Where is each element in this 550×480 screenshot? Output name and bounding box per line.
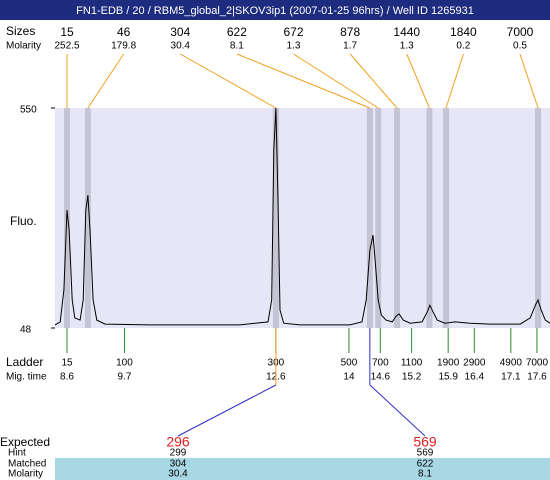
ladder-size: 1100 <box>401 358 423 369</box>
ladder-time: 14 <box>343 372 355 383</box>
peak-size: 1840 <box>450 25 477 39</box>
peak-molarity: 252.5 <box>54 41 79 52</box>
sizes-label: Sizes <box>6 24 35 38</box>
ladder-time: 9.7 <box>117 372 131 383</box>
peak-molarity: 0.5 <box>513 41 527 52</box>
peak-molarity: 8.1 <box>230 41 244 52</box>
peak-molarity: 1.7 <box>343 41 357 52</box>
y-tick-label: 550 <box>20 105 37 116</box>
hint-value: 299 <box>170 448 187 459</box>
expected-label: Expected <box>0 435 50 449</box>
ladder-size: 2900 <box>463 358 486 369</box>
peak-connector <box>236 53 371 109</box>
ladder-size: 1900 <box>437 358 460 369</box>
ladder-time: 15.9 <box>438 372 458 383</box>
hint-value: 569 <box>417 448 434 459</box>
ladder-time: 14.6 <box>371 372 391 383</box>
peak-band <box>394 108 401 328</box>
peak-connector <box>87 53 125 109</box>
peak-band <box>426 108 433 328</box>
peak-molarity: 0.2 <box>456 41 470 52</box>
peak-size: 7000 <box>507 25 534 39</box>
y-axis-label: Fluo. <box>10 214 37 228</box>
ladder-size: 15 <box>61 358 73 369</box>
peak-size: 304 <box>170 25 190 39</box>
matched-label: Matched <box>8 459 46 470</box>
matched-value: 622 <box>417 459 434 470</box>
peak-molarity: 179.8 <box>111 41 136 52</box>
ladder-time: 17.6 <box>527 372 547 383</box>
ladder-size: 100 <box>116 358 133 369</box>
title-bar <box>0 0 550 20</box>
trace <box>54 107 550 326</box>
expected-value: 296 <box>166 434 190 450</box>
ladder-size: 4900 <box>500 358 523 369</box>
peak-size: 672 <box>283 25 303 39</box>
peak-connector <box>349 53 398 109</box>
peak-connector <box>406 53 430 109</box>
peak-connector <box>519 53 539 109</box>
peak-band <box>443 108 450 328</box>
peak-connector <box>445 53 464 109</box>
peak-size: 1440 <box>393 25 420 39</box>
molarity-value: 8.1 <box>418 469 432 480</box>
peak-band <box>366 108 373 328</box>
peak-connector <box>293 53 379 109</box>
peak-band <box>84 108 91 328</box>
ladder-time: 16.4 <box>465 372 485 383</box>
peak-band <box>534 108 541 328</box>
matched-band <box>55 458 550 480</box>
peak-band <box>272 108 279 328</box>
peak-molarity: 1.3 <box>287 41 301 52</box>
peak-band <box>375 108 382 328</box>
ladder-time: 17.1 <box>501 372 521 383</box>
molarity-value: 30.4 <box>168 469 188 480</box>
chart-title: FN1-EDB / 20 / RBM5_global_2|SKOV3ip1 (2… <box>76 5 474 17</box>
match-connector <box>177 384 277 437</box>
ladder-time: 8.6 <box>60 372 74 383</box>
peak-molarity: 30.4 <box>171 41 191 52</box>
plot-area <box>55 108 550 328</box>
mig-time-label: Mig. time <box>6 372 47 383</box>
hint-label: Hint <box>8 448 26 459</box>
ladder-time: 15.2 <box>402 372 422 383</box>
expected-value: 569 <box>413 434 437 450</box>
matched-value: 304 <box>170 459 187 470</box>
peak-size: 622 <box>227 25 247 39</box>
molarity-row-label: Molarity <box>8 469 43 480</box>
peak-size: 15 <box>60 25 74 39</box>
ladder-size: 700 <box>372 358 389 369</box>
ladder-size: 7000 <box>526 358 549 369</box>
peak-molarity: 1.3 <box>400 41 414 52</box>
peak-size: 878 <box>340 25 360 39</box>
ladder-size: 500 <box>341 358 358 369</box>
peak-size: 46 <box>117 25 131 39</box>
y-tick-label: 48 <box>20 325 32 336</box>
match-connector <box>369 384 426 437</box>
peak-connector <box>180 53 277 109</box>
ladder-label: Ladder <box>6 355 43 369</box>
molarity-label: Molarity <box>6 41 41 52</box>
